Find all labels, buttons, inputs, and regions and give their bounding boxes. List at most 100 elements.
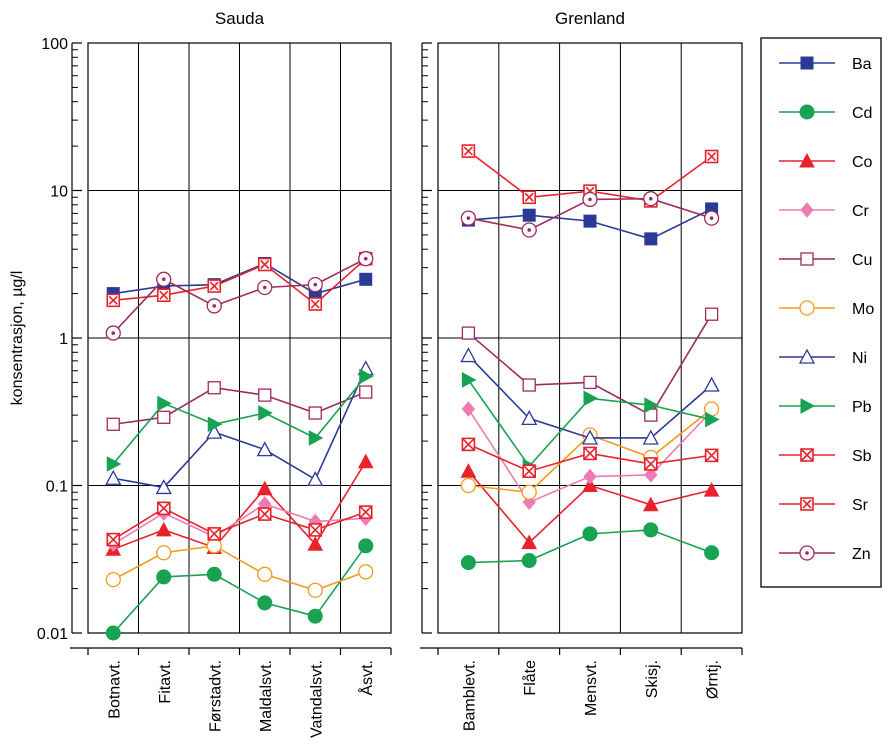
marker-shape (582, 526, 598, 542)
legend-label: Cd (852, 105, 872, 122)
marker-cross (461, 437, 475, 451)
marker-shape (206, 566, 222, 582)
data-point (521, 410, 538, 426)
data-point (644, 397, 659, 414)
data-point (644, 467, 658, 483)
data-point (358, 505, 373, 519)
data-point (105, 625, 121, 641)
data-point (521, 222, 537, 238)
marker-shape (583, 214, 597, 228)
marker-shape (460, 347, 477, 363)
marker-cross (524, 192, 534, 202)
legend-marker (798, 348, 816, 364)
legend-item-sb: Sb (779, 448, 872, 465)
marker-shape (206, 423, 223, 439)
data-point (307, 276, 323, 293)
marker-shape (461, 326, 476, 340)
marker-shape (256, 441, 273, 457)
data-point (155, 521, 172, 537)
data-point (307, 608, 323, 624)
marker-shape (207, 381, 221, 395)
legend-item-cu: Cu (779, 252, 872, 269)
data-point (157, 395, 172, 412)
marker-dot (588, 197, 592, 202)
legend-marker (799, 300, 815, 316)
marker-shape (642, 496, 659, 512)
marker-cross (522, 464, 536, 478)
data-point (359, 368, 374, 385)
marker-cross (644, 457, 658, 471)
legend-marker (800, 56, 814, 70)
marker-dot (262, 285, 267, 290)
marker-shape (106, 456, 122, 472)
marker-shape (359, 272, 373, 286)
legend-item-sr: Sr (779, 497, 869, 514)
legend-marker (799, 152, 815, 168)
legend-label: Cr (852, 203, 870, 220)
legend-label: Mo (852, 301, 874, 318)
marker-shape (521, 553, 537, 569)
data-point (522, 208, 536, 222)
legend-marker (800, 448, 814, 462)
marker-shape (800, 202, 814, 218)
series-line (112, 461, 367, 550)
marker-shape (206, 538, 222, 554)
data-point (522, 378, 536, 392)
marker-shape (308, 406, 322, 420)
marker-shape (799, 300, 815, 316)
legend-item-zn: Zn (779, 545, 871, 563)
marker-shape (358, 564, 374, 580)
data-point (583, 446, 597, 461)
data-point (583, 375, 597, 390)
legend-label: Sr (852, 497, 869, 514)
data-point (106, 456, 122, 472)
data-point (703, 482, 720, 497)
data-point (642, 429, 659, 445)
marker-shape (704, 545, 720, 561)
marker-cross (209, 281, 219, 291)
data-point (257, 279, 273, 296)
data-point (156, 501, 171, 516)
data-point (460, 477, 477, 494)
legend-label: Ni (852, 350, 867, 367)
marker-shape (257, 595, 273, 611)
marker-cross (359, 505, 373, 519)
data-point (581, 429, 599, 445)
data-point (207, 416, 223, 433)
panel-grenland: Grenland Bamblevt. Flåte Mensvt. Skisj. Ørnt… (420, 9, 743, 731)
legend-marker (800, 497, 814, 511)
data-point (461, 372, 477, 388)
data-point (257, 257, 272, 272)
data-point (357, 453, 374, 469)
marker-shape (644, 467, 658, 483)
data-point (521, 553, 537, 569)
marker-cross (207, 527, 221, 541)
series-mo (105, 538, 374, 598)
data-point (644, 232, 658, 246)
y-tick-label: 100 (41, 36, 68, 53)
marker-shape (258, 388, 272, 402)
marker-shape (800, 56, 814, 70)
data-point (704, 448, 719, 463)
legend-item-cd: Cd (779, 104, 872, 122)
panel-title-grenland: Grenland (555, 9, 625, 28)
marker-shape (258, 405, 273, 421)
marker-cross (106, 532, 120, 547)
series-ni (105, 360, 374, 495)
marker-dot (313, 282, 318, 287)
x-tick-label: Botnavt. (106, 660, 123, 719)
legend-label: Zn (852, 546, 871, 563)
legend-item-cr: Cr (779, 202, 870, 220)
x-tick-label: Førstadvt. (207, 660, 224, 732)
marker-dot (805, 551, 809, 555)
data-point (207, 279, 222, 293)
legend-marker (800, 252, 814, 266)
marker-dot (161, 277, 166, 282)
data-point (583, 214, 597, 228)
x-tick-label: Åsvt. (357, 660, 376, 696)
data-point (522, 464, 537, 479)
legend: Ba Cd Co Cr Cu Mo Ni Pb Sb Sr Zn (760, 37, 882, 588)
series-line (112, 507, 367, 541)
y-axis-label: konsentrasjon, µg/l (9, 271, 26, 406)
data-point (256, 441, 273, 457)
